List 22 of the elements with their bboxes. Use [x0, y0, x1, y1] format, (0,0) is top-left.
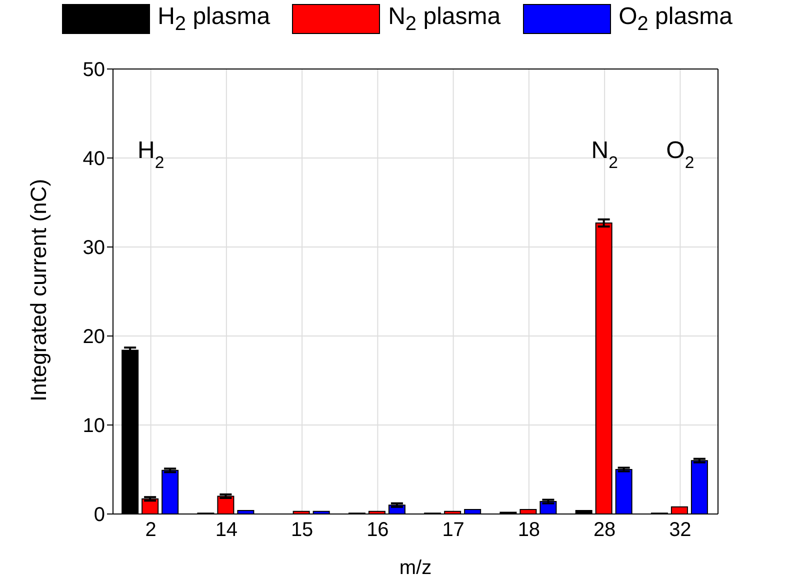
x-tick-label: 28	[593, 519, 616, 542]
annotation: H$_{2}$	[137, 137, 164, 172]
x-tick-label: 17	[442, 519, 464, 542]
annotation: N$_{2}$	[591, 137, 618, 172]
x-tick-label: 2	[145, 519, 156, 542]
y-tick-label: 10	[82, 415, 105, 438]
y-axis-title: Integrated current (nC)	[26, 178, 51, 402]
y-tick-label: 20	[82, 326, 105, 348]
legend-label: N$_{2}$ plasma	[388, 2, 501, 36]
legend-label: O$_{2}$ plasma	[618, 2, 732, 36]
x-tick-label: 18	[518, 519, 540, 542]
annotation: O$_{2}$	[666, 137, 694, 172]
y-tick-label: 0	[94, 504, 105, 526]
x-tick-label: 14	[215, 519, 238, 542]
x-tick-label: 32	[669, 519, 692, 542]
x-axis-title: m/z	[399, 557, 432, 579]
y-tick-label: 40	[82, 148, 105, 170]
x-tick-label: 16	[366, 519, 389, 542]
x-tick-label: 15	[290, 519, 314, 542]
y-tick-label: 30	[82, 237, 105, 260]
y-tick-label: 50	[82, 59, 105, 82]
legend-label: H$_{2}$ plasma	[158, 2, 270, 36]
